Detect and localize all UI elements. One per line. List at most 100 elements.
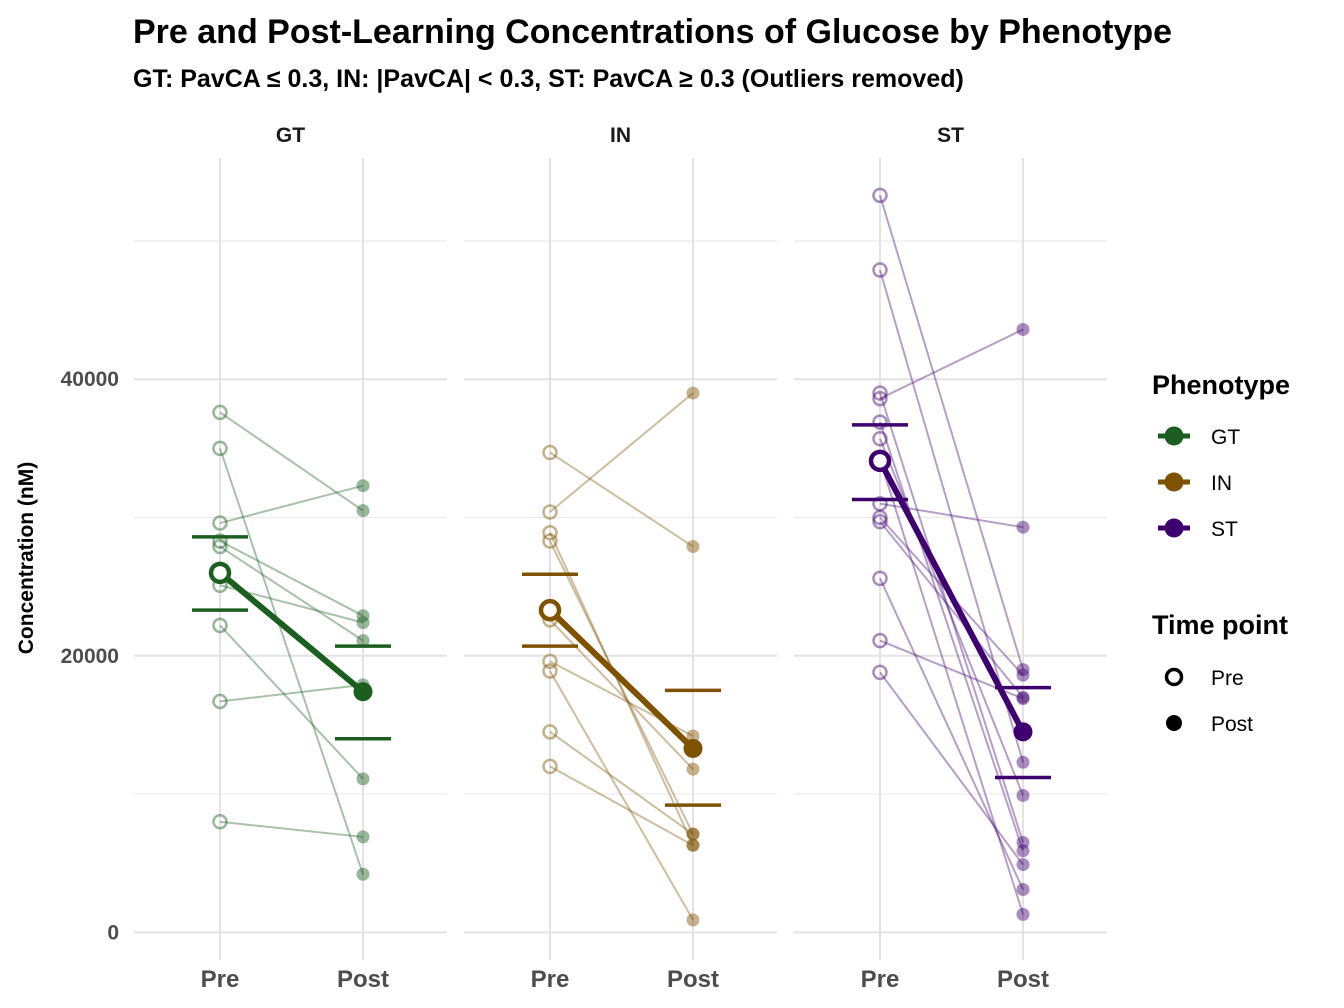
subject-line (879, 269, 1024, 763)
x-tick-label-pre: Pre (201, 966, 240, 993)
pre-point (212, 693, 228, 710)
pre-point (542, 533, 558, 549)
subject-line (879, 195, 1024, 670)
pre-point (872, 664, 888, 681)
pre-point (872, 632, 888, 649)
subject-line (219, 545, 364, 642)
legend-key-point (1164, 472, 1184, 492)
subject-line (879, 521, 1024, 698)
pre-point (872, 262, 888, 278)
y-tick-label-2: 40000 (61, 368, 119, 391)
pre-point (542, 504, 558, 520)
mean-post-point (683, 738, 703, 758)
x-tick-label-post: Post (997, 966, 1049, 993)
mean-pre-point (538, 598, 562, 622)
post-point (686, 838, 700, 852)
post-point (356, 867, 370, 881)
pre-point (212, 538, 228, 555)
subject-line (879, 392, 1024, 843)
subject-line (219, 624, 364, 780)
pre-point (872, 187, 888, 204)
x-tick-label-pre: Pre (531, 966, 570, 993)
post-point (1016, 788, 1030, 802)
pre-point (212, 533, 228, 549)
post-point (1016, 858, 1030, 872)
mean-pre-point (868, 449, 892, 473)
pre-point (872, 495, 888, 512)
post-point (686, 838, 700, 852)
post-point (356, 479, 370, 493)
pre-point (542, 663, 558, 679)
subject-line (879, 459, 1024, 915)
post-point (686, 386, 700, 400)
pre-point (542, 444, 558, 461)
post-point (356, 772, 370, 786)
subject-line (549, 731, 694, 835)
mean-line (218, 570, 365, 695)
post-point (686, 827, 700, 841)
post-point (686, 827, 700, 841)
legend-title-phenotype: Phenotype (1152, 370, 1290, 400)
facet-in: IN Pre Post (464, 124, 777, 993)
legend-label-in: IN (1211, 472, 1232, 495)
post-point (356, 616, 370, 630)
subject-line (219, 448, 364, 875)
legend-label-st: ST (1211, 518, 1238, 541)
subject-line (219, 683, 364, 703)
x-tick-label-post: Post (337, 966, 389, 993)
mean-line (547, 608, 696, 751)
post-point (1016, 322, 1030, 336)
subject-line (879, 671, 1024, 866)
legend-timepoint-items: Pre Post (1164, 667, 1253, 736)
mean-pre-point (208, 561, 232, 585)
legend-label-pre: Pre (1211, 667, 1244, 690)
legend-label-post: Post (1211, 713, 1253, 736)
subject-line (879, 438, 1024, 796)
post-point (1016, 835, 1030, 849)
post-point (686, 540, 700, 554)
mean-post-point (1013, 722, 1033, 742)
facet-gt: GT Pre Post (134, 124, 447, 993)
y-tick-label-0: 0 (107, 921, 119, 944)
chart-subtitle: GT: PavCA ≤ 0.3, IN: |PavCA| < 0.3, ST: … (133, 65, 964, 93)
pre-point (872, 509, 888, 526)
post-point (356, 830, 370, 844)
x-tick-label-post: Post (667, 966, 719, 993)
subject-line (549, 392, 694, 513)
legend-key-open-circle (1164, 667, 1184, 687)
subject-line (549, 540, 694, 835)
legend-label-gt: GT (1211, 426, 1240, 449)
post-point (1016, 520, 1030, 534)
legend-title-timepoint: Time point (1152, 610, 1288, 640)
post-point (356, 634, 370, 648)
mean-line (877, 459, 1026, 734)
post-point (686, 913, 700, 927)
facet-panels: 0 20000 40000 GT Pre Post IN Pre Post ST Pre Post (61, 124, 1107, 993)
subject-line (879, 421, 1024, 852)
legend-phenotype-items: GT IN ST (1158, 426, 1240, 541)
pre-point (872, 390, 888, 407)
pre-point (212, 515, 228, 531)
pre-point (872, 430, 888, 447)
x-tick-label-pre: Pre (861, 966, 900, 993)
y-tick-label-1: 20000 (61, 645, 119, 668)
post-point (1016, 690, 1030, 704)
post-point (1016, 668, 1030, 682)
post-point (356, 504, 370, 518)
mean-post-point (353, 682, 373, 702)
post-point (1016, 663, 1030, 677)
post-point (686, 729, 700, 743)
subject-line (219, 411, 364, 512)
subject-line (549, 451, 694, 548)
facet-label-st: ST (937, 124, 964, 147)
post-point (1016, 692, 1030, 706)
subject-line (549, 532, 694, 846)
subject-line (879, 328, 1024, 400)
legend: Phenotype GT IN ST Time point Pre Post (1152, 370, 1290, 736)
legend-key-filled-circle (1166, 715, 1182, 731)
subject-line (549, 670, 694, 921)
subject-line (219, 484, 364, 525)
pre-point (542, 653, 558, 670)
chart-title: Pre and Post-Learning Concentrations of … (133, 13, 1172, 51)
